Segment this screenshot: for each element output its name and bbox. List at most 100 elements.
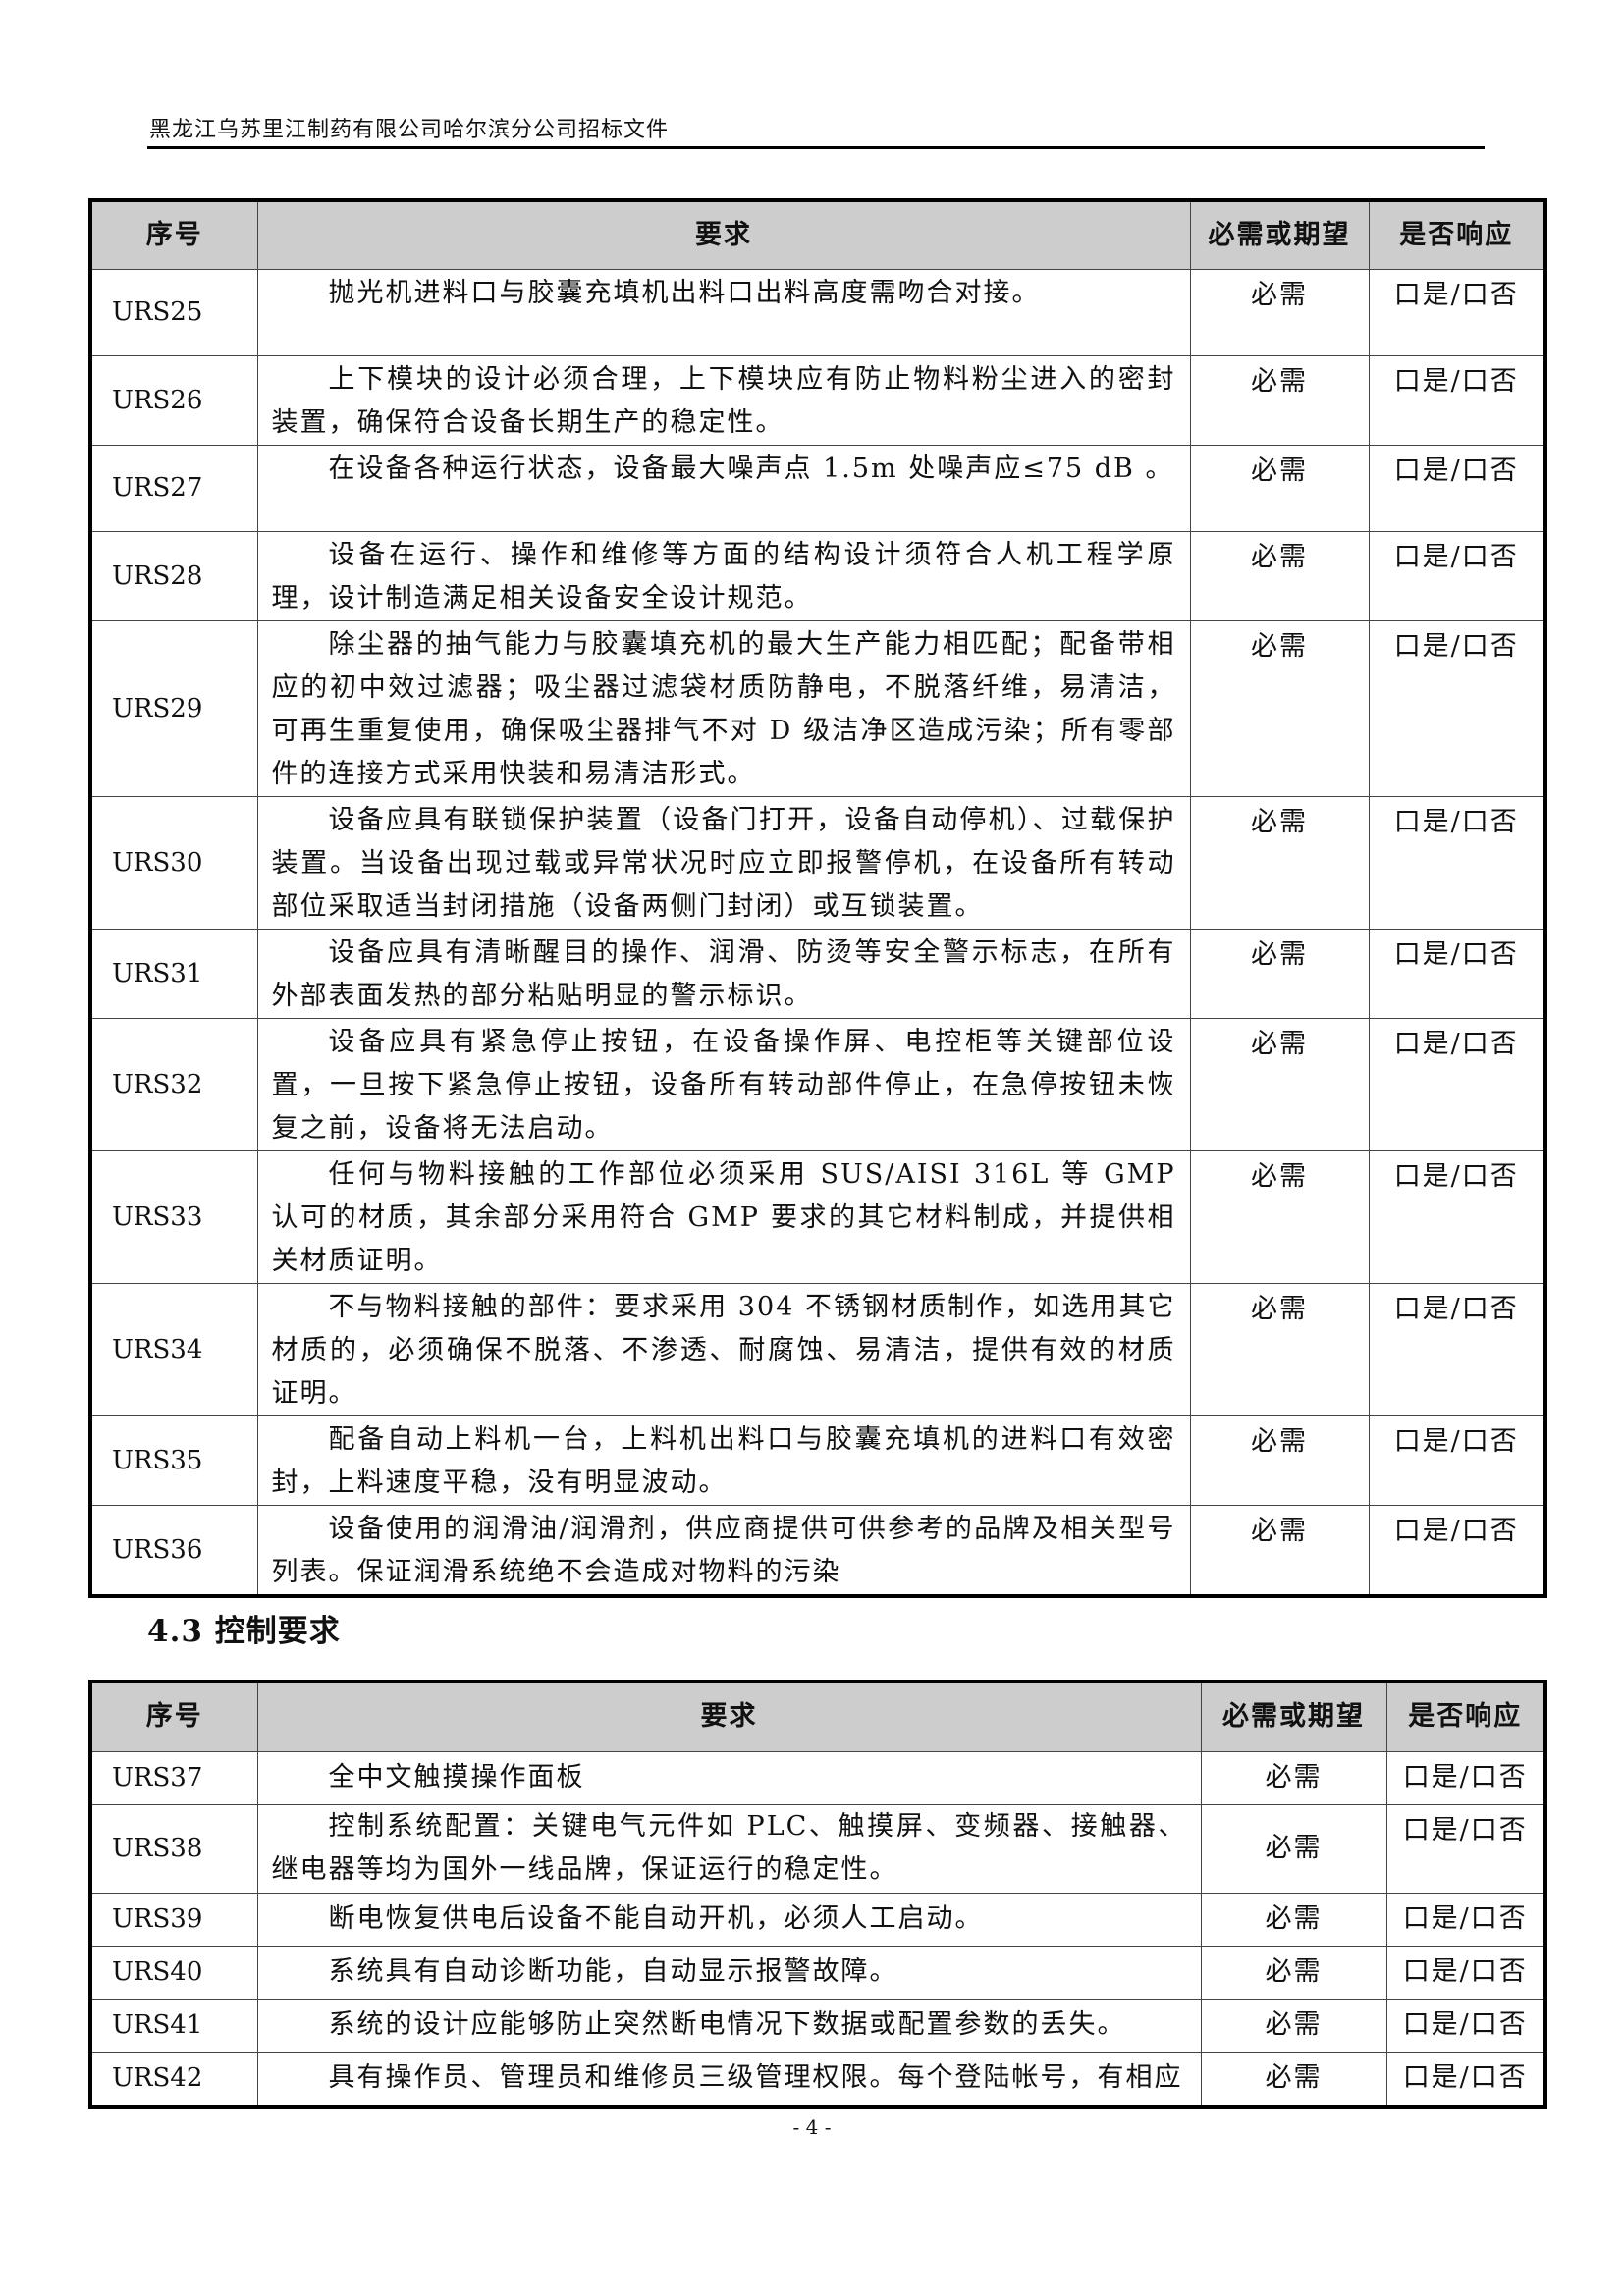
requirement-text-cell: 上下模块的设计必须合理，上下模块应有防止物料粉尘进入的密封装置，确保符合设备长期… xyxy=(256,354,1191,446)
requirement-id: URS42 xyxy=(112,2063,203,2094)
requirements-table-2: 序号 要求 必需或期望 是否响应 URS37 全中文触摸操作面板 必需 口是/口否 UR… xyxy=(88,1680,1547,2109)
response-checkbox-cell: 口是/口否 xyxy=(1368,1415,1546,1506)
requirement-text: 设备在运行、操作和维修等方面的结构设计须符合人机工程学原理，设计制造满足相关设备… xyxy=(271,539,1176,614)
requirement-text-cell: 设备使用的润滑油/润滑剂，供应商提供可供参考的品牌及相关型号列表。保证润滑系统绝… xyxy=(256,1504,1191,1596)
requirement-id: URS41 xyxy=(112,2010,203,2040)
response-checkbox-cell: 口是/口否 xyxy=(1368,530,1546,621)
table-row: URS26 上下模块的设计必须合理，上下模块应有防止物料粉尘进入的密封装置，确保符… xyxy=(89,354,1546,446)
requirement-level-cell: 必需 xyxy=(1189,1504,1370,1596)
requirement-level: 必需 xyxy=(1265,2009,1323,2040)
requirement-id-cell: URS30 xyxy=(89,795,258,930)
table-row: URS33 任何与物料接触的工作部位必须采用 SUS/AISI 316L 等 GM… xyxy=(89,1149,1546,1284)
response-checkbox-cell: 口是/口否 xyxy=(1385,1945,1546,2000)
response-checkbox[interactable]: 口是/口否 xyxy=(1393,806,1519,837)
table-row: URS32 设备应具有紧急停止按钮，在设备操作屏、电控柜等关键部位设置，一旦按下紧… xyxy=(89,1017,1546,1151)
table-row: URS37 全中文触摸操作面板 必需 口是/口否 xyxy=(89,1750,1546,1805)
requirement-level-cell: 必需 xyxy=(1200,1892,1387,1947)
requirement-text: 设备应具有联锁保护装置（设备门打开，设备自动停机）、过载保护装置。当设备出现过载… xyxy=(271,804,1176,922)
requirement-text: 设备应具有清晰醒目的操作、润滑、防烫等安全警示标志，在所有外部表面发热的部分粘贴… xyxy=(271,936,1176,1011)
response-checkbox-cell: 口是/口否 xyxy=(1368,1017,1546,1151)
response-checkbox[interactable]: 口是/口否 xyxy=(1393,1028,1519,1059)
response-checkbox[interactable]: 口是/口否 xyxy=(1402,2061,1528,2093)
requirement-id: URS27 xyxy=(112,473,203,503)
response-checkbox[interactable]: 口是/口否 xyxy=(1393,279,1519,310)
requirement-text: 任何与物料接触的工作部位必须采用 SUS/AISI 316L 等 GMP 认可的… xyxy=(271,1158,1176,1276)
page-number: - 4 - xyxy=(792,2115,832,2139)
response-checkbox[interactable]: 口是/口否 xyxy=(1393,365,1519,397)
response-checkbox-cell: 口是/口否 xyxy=(1368,928,1546,1019)
requirement-level: 必需 xyxy=(1251,1425,1308,1457)
requirement-id: URS33 xyxy=(112,1201,203,1232)
response-checkbox[interactable]: 口是/口否 xyxy=(1393,630,1519,662)
requirement-level-cell: 必需 xyxy=(1200,2051,1387,2108)
requirement-level-cell: 必需 xyxy=(1189,795,1370,930)
table-row: URS41 系统的设计应能够防止突然断电情况下数据或配置参数的丢失。 必需 口是/口否 xyxy=(89,1998,1546,2053)
requirement-text: 全中文触摸操作面板 xyxy=(328,1762,585,1792)
requirement-text-cell: 具有操作员、管理员和维修员三级管理权限。每个登陆帐号，有相应 xyxy=(256,2051,1202,2108)
requirement-text-cell: 任何与物料接触的工作部位必须采用 SUS/AISI 316L 等 GMP 认可的… xyxy=(256,1149,1191,1284)
table-row: URS36 设备使用的润滑油/润滑剂，供应商提供可供参考的品牌及相关型号列表。保证… xyxy=(89,1504,1546,1596)
col-header-requirement: 要求 xyxy=(256,1681,1202,1752)
requirement-id: URS30 xyxy=(112,847,203,878)
requirement-text-cell: 全中文触摸操作面板 xyxy=(256,1750,1202,1805)
col-header-requirement: 要求 xyxy=(256,199,1191,270)
requirement-level-cell: 必需 xyxy=(1200,1750,1387,1805)
requirement-text: 配备自动上料机一台，上料机出料口与胶囊充填机的进料口有效密封，上料速度平稳，没有… xyxy=(271,1423,1176,1498)
requirement-id-cell: URS41 xyxy=(89,1998,258,2053)
requirement-level: 必需 xyxy=(1251,454,1308,486)
response-checkbox[interactable]: 口是/口否 xyxy=(1393,1425,1519,1457)
requirement-level: 必需 xyxy=(1251,1160,1308,1192)
response-checkbox[interactable]: 口是/口否 xyxy=(1402,1902,1528,1934)
requirement-id-cell: URS38 xyxy=(89,1803,258,1894)
requirement-level-cell: 必需 xyxy=(1200,1945,1387,2000)
requirement-level-cell: 必需 xyxy=(1189,354,1370,446)
requirement-level: 必需 xyxy=(1251,630,1308,662)
response-checkbox[interactable]: 口是/口否 xyxy=(1393,541,1519,572)
response-checkbox[interactable]: 口是/口否 xyxy=(1402,1955,1528,1987)
response-checkbox[interactable]: 口是/口否 xyxy=(1393,1515,1519,1546)
response-checkbox[interactable]: 口是/口否 xyxy=(1402,1814,1528,1845)
requirement-level-cell: 必需 xyxy=(1189,1017,1370,1151)
requirement-text: 具有操作员、管理员和维修员三级管理权限。每个登陆帐号，有相应 xyxy=(328,2062,1183,2094)
requirement-id-cell: URS28 xyxy=(89,530,258,621)
requirement-level: 必需 xyxy=(1251,1028,1308,1059)
requirement-id: URS34 xyxy=(112,1334,203,1364)
requirement-level: 必需 xyxy=(1265,1956,1323,1987)
requirement-id-cell: URS39 xyxy=(89,1892,258,1947)
requirement-id: URS32 xyxy=(112,1069,203,1099)
table-row: URS42 具有操作员、管理员和维修员三级管理权限。每个登陆帐号，有相应 必需 口是/… xyxy=(89,2051,1546,2108)
response-checkbox[interactable]: 口是/口否 xyxy=(1393,938,1519,970)
table-row: URS31 设备应具有清晰醒目的操作、润滑、防烫等安全警示标志，在所有外部表面发热… xyxy=(89,928,1546,1019)
requirement-text-cell: 配备自动上料机一台，上料机出料口与胶囊充填机的进料口有效密封，上料速度平稳，没有… xyxy=(256,1415,1191,1506)
table-row: URS34 不与物料接触的部件：要求采用 304 不锈钢材质制作，如选用其它材质的… xyxy=(89,1282,1546,1416)
response-checkbox[interactable]: 口是/口否 xyxy=(1393,1293,1519,1324)
requirement-text-cell: 除尘器的抽气能力与胶囊填充机的最大生产能力相匹配；配备带相应的初中效过滤器；吸尘… xyxy=(256,619,1191,797)
requirement-level-cell: 必需 xyxy=(1189,1282,1370,1416)
requirement-level-cell: 必需 xyxy=(1189,1149,1370,1284)
table-row: URS29 除尘器的抽气能力与胶囊填充机的最大生产能力相匹配；配备带相应的初中效过… xyxy=(89,619,1546,797)
response-checkbox[interactable]: 口是/口否 xyxy=(1393,1160,1519,1192)
requirement-id: URS38 xyxy=(112,1834,203,1863)
requirement-level-cell: 必需 xyxy=(1189,530,1370,621)
requirement-text: 系统的设计应能够防止突然断电情况下数据或配置参数的丢失。 xyxy=(328,2009,1126,2040)
requirement-level-cell: 必需 xyxy=(1189,444,1370,532)
section-heading: 4.3 控制要求 xyxy=(147,1614,341,1649)
requirement-id: URS26 xyxy=(112,385,203,415)
requirement-id-cell: URS37 xyxy=(89,1750,258,1805)
response-checkbox[interactable]: 口是/口否 xyxy=(1402,1761,1528,1792)
document-header-title: 黑龙江乌苏里江制药有限公司哈尔滨分公司招标文件 xyxy=(149,118,670,142)
requirement-id-cell: URS36 xyxy=(89,1504,258,1596)
requirement-id: URS35 xyxy=(112,1445,203,1475)
response-checkbox[interactable]: 口是/口否 xyxy=(1393,454,1519,486)
requirement-text-cell: 系统具有自动诊断功能，自动显示报警故障。 xyxy=(256,1945,1202,2000)
header-divider xyxy=(147,146,1485,149)
requirement-level-cell: 必需 xyxy=(1189,1415,1370,1506)
requirement-text-cell: 断电恢复供电后设备不能自动开机，必须人工启动。 xyxy=(256,1892,1202,1947)
requirement-text-cell: 设备在运行、操作和维修等方面的结构设计须符合人机工程学原理，设计制造满足相关设备… xyxy=(256,530,1191,621)
response-checkbox[interactable]: 口是/口否 xyxy=(1402,2008,1528,2040)
table-header-row: 序号 要求 必需或期望 是否响应 xyxy=(89,199,1546,270)
response-checkbox-cell: 口是/口否 xyxy=(1368,354,1546,446)
table-row: URS40 系统具有自动诊断功能，自动显示报警故障。 必需 口是/口否 xyxy=(89,1945,1546,2000)
requirement-id: URS29 xyxy=(112,693,203,723)
requirement-level-cell: 必需 xyxy=(1189,268,1370,356)
